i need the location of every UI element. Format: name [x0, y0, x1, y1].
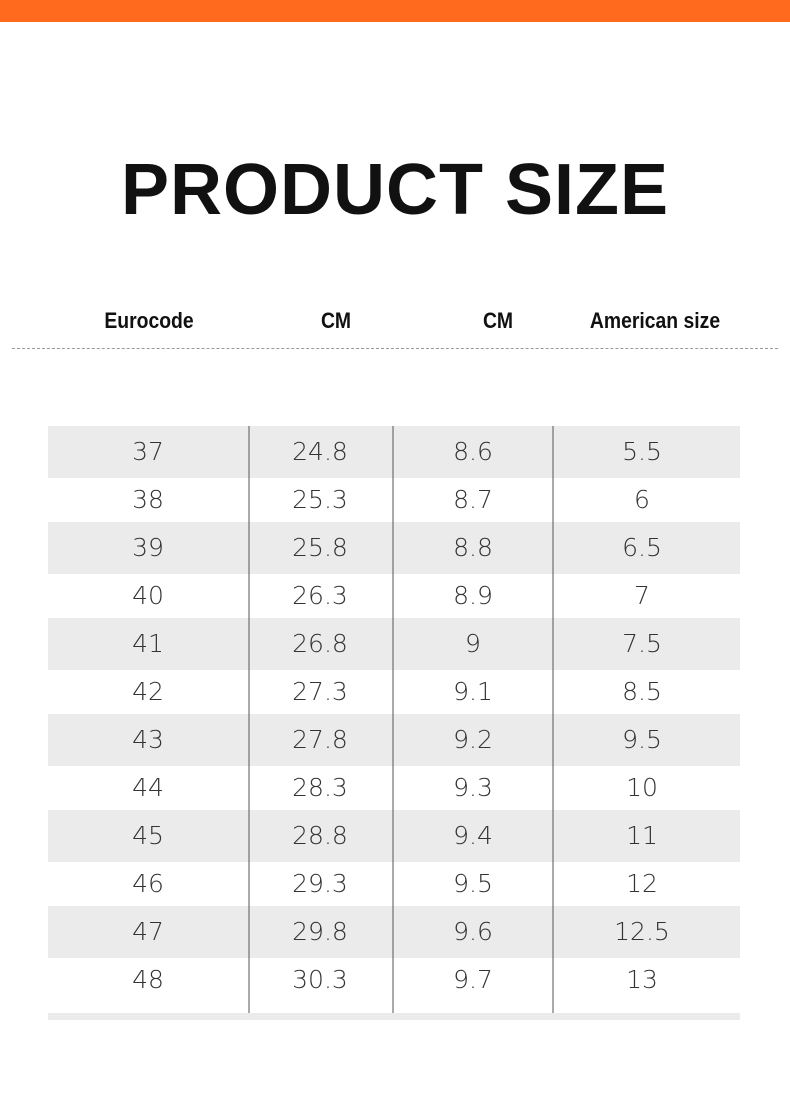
column-header: Eurocode — [104, 308, 194, 333]
row-shade — [48, 522, 740, 574]
cell: 7.5 — [622, 629, 662, 658]
cell: 9.3 — [453, 773, 493, 802]
cell: 8.5 — [622, 677, 662, 706]
cell: 8.9 — [453, 581, 493, 610]
row-shade — [48, 426, 740, 478]
cell: 6 — [634, 485, 650, 514]
cell: 28.3 — [292, 773, 348, 802]
bottom-band — [48, 1013, 740, 1020]
cell: 26.8 — [292, 629, 348, 658]
cell: 47 — [132, 917, 164, 946]
cell: 46 — [132, 869, 164, 898]
column-header: CM — [482, 308, 514, 333]
cell: 9.4 — [453, 821, 493, 850]
cell: 39 — [132, 533, 164, 562]
row-shade — [48, 714, 740, 766]
column-header: CM — [320, 308, 352, 333]
row-shade — [48, 906, 740, 958]
cell: 45 — [132, 821, 164, 850]
cell: 40 — [132, 581, 164, 610]
cell: 10 — [626, 773, 658, 802]
cell: 30.3 — [292, 965, 348, 994]
cell: 6.5 — [622, 533, 662, 562]
cell: 8.6 — [453, 437, 493, 466]
cell: 27.8 — [292, 725, 348, 754]
cell: 28.8 — [292, 821, 348, 850]
cell: 9.5 — [453, 869, 493, 898]
top-bar — [0, 0, 790, 22]
cell: 42 — [132, 677, 164, 706]
cell: 9.5 — [622, 725, 662, 754]
cell: 5.5 — [622, 437, 662, 466]
cell: 9.6 — [453, 917, 493, 946]
cell: 7 — [634, 581, 650, 610]
cell: 11 — [626, 821, 658, 850]
cell: 13 — [626, 965, 658, 994]
column-header: American size — [589, 308, 721, 333]
cell: 9 — [465, 629, 481, 658]
cell: 26.3 — [292, 581, 348, 610]
row-shade — [48, 810, 740, 862]
divider — [12, 348, 778, 349]
cell: 29.8 — [292, 917, 348, 946]
cell: 9.1 — [453, 677, 493, 706]
title: PRODUCT SIZE — [120, 150, 670, 230]
cell: 25.8 — [292, 533, 348, 562]
row-shade — [48, 618, 740, 670]
cell: 12 — [626, 869, 658, 898]
cell: 12.5 — [614, 917, 670, 946]
cell: 38 — [132, 485, 164, 514]
cell: 8.7 — [453, 485, 493, 514]
cell: 48 — [132, 965, 164, 994]
cell: 8.8 — [453, 533, 493, 562]
cell: 41 — [132, 629, 164, 658]
cell: 27.3 — [292, 677, 348, 706]
cell: 43 — [132, 725, 164, 754]
cell: 44 — [132, 773, 164, 802]
cell: 9.7 — [453, 965, 493, 994]
cell: 37 — [132, 437, 164, 466]
cell: 9.2 — [453, 725, 493, 754]
cell: 24.8 — [292, 437, 348, 466]
cell: 25.3 — [292, 485, 348, 514]
cell: 29.3 — [292, 869, 348, 898]
